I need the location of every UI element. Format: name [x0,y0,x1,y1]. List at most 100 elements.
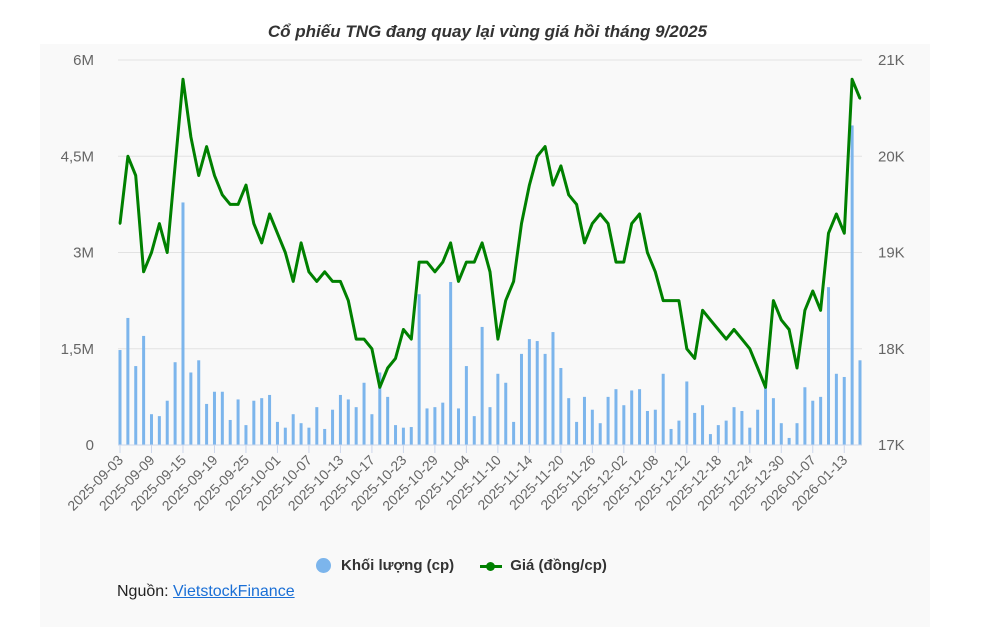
price-point [732,328,736,331]
volume-bar [756,409,760,445]
volume-bar [299,423,303,445]
volume-bar [394,425,398,445]
price-point [717,328,720,331]
price-point [740,337,744,341]
volume-bar [268,394,272,445]
volume-bar [457,408,461,445]
left-tick-label: 0 [86,437,94,454]
volume-bar [370,414,374,445]
price-point [858,97,862,100]
source-link[interactable]: VietstockFinance [173,583,295,600]
price-point [756,366,759,370]
price-point [795,366,799,370]
volume-bar [126,317,130,445]
volume-bar [212,391,216,445]
volume-bar [118,350,122,445]
legend-item-volume[interactable]: Khối lượng (cp) [316,557,454,574]
chart-panel [40,44,930,627]
volume-bar [134,366,138,445]
price-point [244,183,248,187]
price-point [567,193,570,196]
volume-bar [441,402,445,445]
price-point [693,357,696,360]
price-point [480,241,484,245]
volume-bar [173,362,177,445]
volume-bar [575,421,579,445]
price-point [551,183,555,187]
price-point [606,222,610,225]
price-point [559,164,563,168]
legend-item-price[interactable]: Giá (đồng/cp) [480,557,607,574]
legend-label-price: Giá (đồng/cp) [510,557,607,574]
price-point [835,212,838,216]
volume-bar [842,376,846,445]
volume-bar [323,428,327,445]
volume-bar [606,396,610,445]
price-point [787,328,791,331]
volume-bar [748,427,752,445]
price-point [205,145,208,148]
price-point [669,299,673,302]
price-point [134,174,137,177]
volume-bar [559,368,563,445]
price-point [410,337,413,341]
volume-bar [669,428,673,445]
price-point [504,299,507,302]
volume-bar [472,416,476,445]
volume-bar [622,405,626,445]
price-point [591,222,594,225]
volume-bar [590,409,594,445]
volume-bar [724,420,728,445]
price-point [622,260,626,264]
price-point [402,328,405,331]
volume-bar [732,407,736,445]
volume-bar [464,366,468,445]
price-point [276,232,279,235]
price-point [465,260,468,264]
price-point [173,164,177,168]
source-note: Nguồn: VietstockFinance [117,583,295,601]
source-label: Nguồn: [117,583,174,600]
price-point [630,222,633,225]
price-point [315,280,319,283]
price-point [260,241,263,245]
volume-bar [827,287,831,445]
price-point [166,251,169,254]
volume-bar [252,400,256,445]
price-point [701,309,704,312]
chart-title: Cổ phiếu TNG đang quay lại vùng giá hồi … [267,22,708,41]
price-point [685,347,689,350]
left-tick-label: 4,5M [61,148,94,165]
volume-bar [338,394,342,445]
price-point [536,155,539,158]
price-point [197,174,200,177]
price-point [520,222,523,225]
right-tick-label: 17K [878,437,905,454]
price-point [772,299,775,302]
price-point [291,280,295,283]
volume-bar [181,202,185,445]
price-point [252,222,256,225]
left-tick-label: 6M [73,52,94,69]
price-point [748,347,751,350]
price-point [449,241,452,245]
volume-bar [567,398,571,445]
price-point [323,270,326,273]
volume-bar [401,427,405,445]
price-point [370,347,374,350]
price-point [221,193,224,196]
volume-bar [205,403,209,445]
volume-bar [197,360,201,445]
price-point [299,241,303,245]
volume-bar [283,427,287,445]
volume-bar [315,407,319,445]
volume-bar [417,294,421,445]
volume-bar [708,434,712,445]
left-tick-label: 3M [73,245,94,262]
volume-bar [764,385,768,445]
price-line [118,77,862,389]
right-tick-label: 21K [878,52,905,69]
price-point [307,270,311,273]
price-point [677,299,681,302]
